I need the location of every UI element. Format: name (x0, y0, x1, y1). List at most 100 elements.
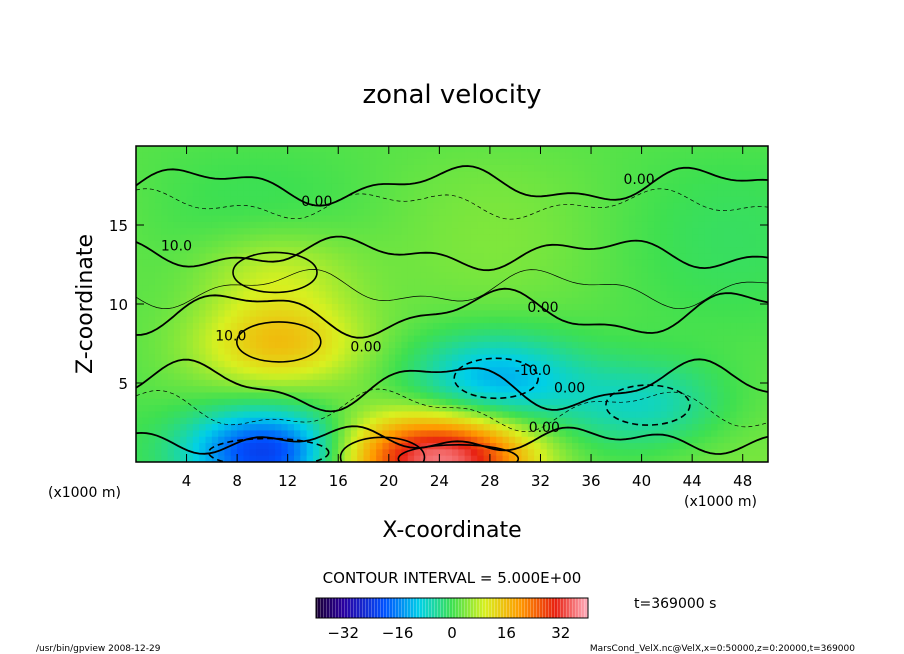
field-cell (458, 164, 466, 172)
field-cell (742, 146, 750, 153)
field-cell (730, 424, 737, 431)
field-cell (673, 316, 681, 324)
field-cell (692, 171, 700, 179)
field-cell (660, 215, 668, 223)
field-cell (464, 202, 472, 210)
field-cell (287, 398, 295, 406)
field-cell (344, 310, 352, 318)
field-cell (433, 417, 440, 425)
field-cell (635, 310, 643, 318)
field-cell (458, 253, 466, 261)
field-cell (647, 221, 655, 229)
field-cell (470, 240, 478, 248)
field-cell (647, 209, 655, 217)
field-cell (704, 146, 712, 153)
field-cell (199, 424, 207, 431)
field-cell (331, 405, 339, 413)
field-cell (180, 354, 188, 362)
field-cell (167, 209, 175, 217)
field-cell (148, 405, 156, 413)
field-cell (692, 411, 700, 419)
field-cell (224, 430, 232, 438)
field-cell (414, 190, 421, 198)
field-cell (363, 221, 371, 229)
field-cell (540, 398, 548, 406)
field-cell (534, 253, 542, 261)
field-cell (610, 183, 617, 191)
field-cell (388, 164, 396, 172)
field-cell (477, 240, 485, 248)
field-cell (761, 183, 768, 191)
field-cell (439, 417, 447, 425)
field-cell (300, 221, 308, 229)
field-cell (603, 417, 611, 425)
field-cell (319, 177, 327, 185)
field-cell (136, 297, 143, 305)
field-cell (230, 183, 238, 191)
field-cell (679, 348, 687, 356)
field-cell (148, 177, 156, 185)
field-cell (338, 202, 346, 210)
field-cell (199, 392, 207, 400)
field-cell (154, 278, 162, 286)
field-cell (679, 272, 687, 280)
field-cell (357, 253, 365, 261)
field-cell (218, 335, 226, 343)
field-cell (660, 322, 668, 330)
field-cell (553, 443, 561, 450)
field-cell (704, 411, 712, 419)
field-cell (660, 291, 668, 299)
field-cell (527, 436, 535, 444)
field-cell (736, 190, 744, 198)
field-cell (685, 329, 693, 337)
field-cell (635, 449, 643, 457)
field-cell (685, 411, 693, 419)
field-cell (755, 259, 763, 267)
field-cell (154, 291, 162, 299)
field-cell (723, 322, 731, 330)
field-cell (256, 190, 263, 198)
field-cell (344, 253, 352, 261)
field-cell (723, 405, 731, 413)
field-cell (603, 183, 611, 191)
field-cell (711, 379, 719, 387)
field-cell (249, 228, 257, 236)
field-cell (338, 443, 346, 450)
field-cell (452, 240, 459, 248)
field-cell (610, 367, 617, 375)
field-cell (445, 177, 453, 185)
field-cell (464, 373, 472, 381)
field-cell (628, 240, 636, 248)
field-cell (717, 424, 725, 431)
field-cell (717, 455, 725, 462)
field-cell (742, 341, 750, 349)
field-cell (540, 304, 548, 311)
field-cell (679, 417, 687, 425)
field-cell (635, 360, 643, 368)
field-cell (331, 436, 339, 444)
field-cell (578, 360, 586, 368)
field-cell (553, 215, 561, 223)
field-cell (433, 291, 440, 299)
field-cell (268, 329, 276, 337)
field-cell (211, 424, 219, 431)
field-cell (527, 354, 535, 362)
field-cell (331, 247, 339, 255)
field-cell (673, 177, 681, 185)
field-cell (559, 411, 567, 419)
field-cell (344, 266, 352, 273)
field-cell (591, 183, 598, 191)
field-cell (685, 455, 693, 462)
field-cell (452, 190, 459, 198)
field-cell (325, 146, 333, 153)
field-cell (553, 316, 561, 324)
field-cell (749, 304, 756, 311)
field-cell (173, 379, 181, 387)
field-cell (192, 196, 200, 204)
field-cell (256, 272, 263, 280)
field-cell (350, 209, 358, 217)
field-cell (300, 234, 308, 242)
field-cell (622, 266, 630, 273)
field-cell (256, 253, 263, 261)
field-cell (224, 297, 232, 305)
